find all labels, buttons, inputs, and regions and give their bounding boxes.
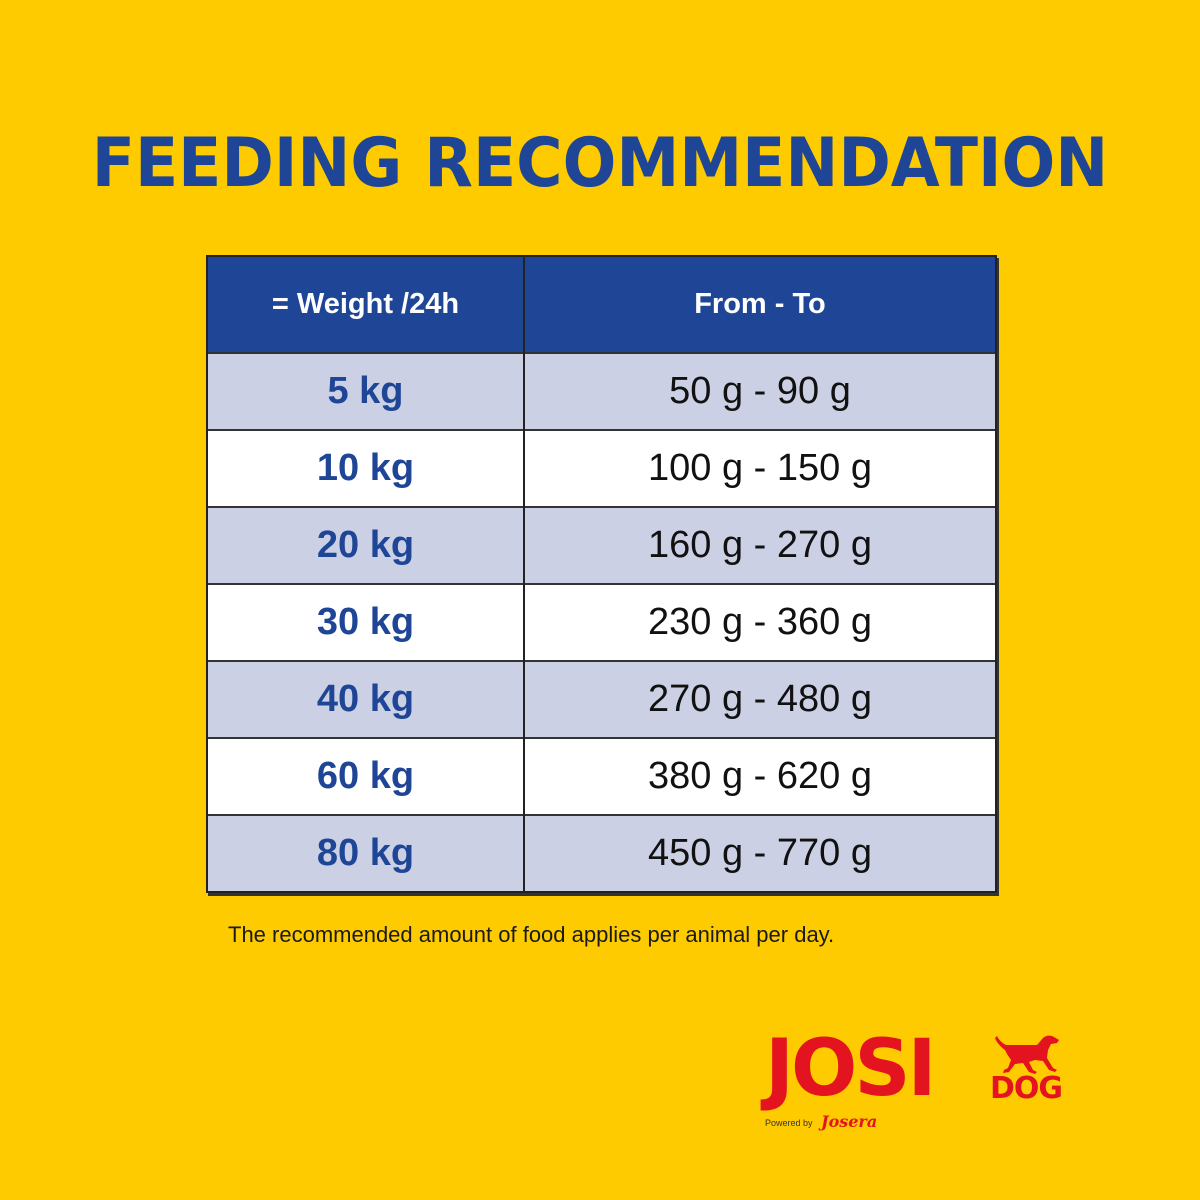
table-row: 40 kg 270 g - 480 g	[208, 660, 995, 738]
page-title: FEEDING RECOMMENDATION	[91, 124, 1109, 203]
feeding-table: = Weight /24h From - To 5 kg 50 g - 90 g…	[206, 255, 997, 893]
range-cell: 50 g - 90 g	[524, 352, 995, 430]
range-cell: 100 g - 150 g	[524, 429, 995, 507]
range-cell: 160 g - 270 g	[524, 506, 995, 584]
table-row: 60 kg 380 g - 620 g	[208, 737, 995, 815]
dog-icon	[995, 1035, 1059, 1074]
table-row: 30 kg 230 g - 360 g	[208, 583, 995, 661]
logo-brand: JOSI	[765, 1024, 937, 1114]
weight-cell: 40 kg	[208, 660, 525, 738]
weight-cell: 30 kg	[208, 583, 525, 661]
range-cell: 270 g - 480 g	[524, 660, 995, 738]
footnote: The recommended amount of food applies p…	[228, 922, 835, 947]
table-row: 10 kg 100 g - 150 g	[208, 429, 995, 507]
range-cell: 380 g - 620 g	[524, 737, 995, 815]
weight-cell: 5 kg	[208, 352, 525, 430]
range-cell: 230 g - 360 g	[524, 583, 995, 661]
range-cell: 450 g - 770 g	[524, 814, 995, 891]
header-weight: = Weight /24h	[208, 257, 525, 353]
weight-cell: 10 kg	[208, 429, 525, 507]
header-range: From - To	[524, 257, 995, 353]
table-row: 5 kg 50 g - 90 g	[208, 352, 995, 430]
weight-cell: 80 kg	[208, 814, 525, 891]
logo-sub: DOG	[990, 1071, 1063, 1106]
table-row: 80 kg 450 g - 770 g	[208, 814, 995, 891]
powered-by-label: Powered by	[765, 1118, 813, 1128]
weight-cell: 20 kg	[208, 506, 525, 584]
table-row: 20 kg 160 g - 270 g	[208, 506, 995, 584]
table-header-row: = Weight /24h From - To	[208, 257, 995, 353]
josidog-logo: JOSI DOG Powered by Josera	[765, 1030, 1075, 1140]
weight-cell: 60 kg	[208, 737, 525, 815]
parent-brand: Josera	[821, 1112, 878, 1131]
